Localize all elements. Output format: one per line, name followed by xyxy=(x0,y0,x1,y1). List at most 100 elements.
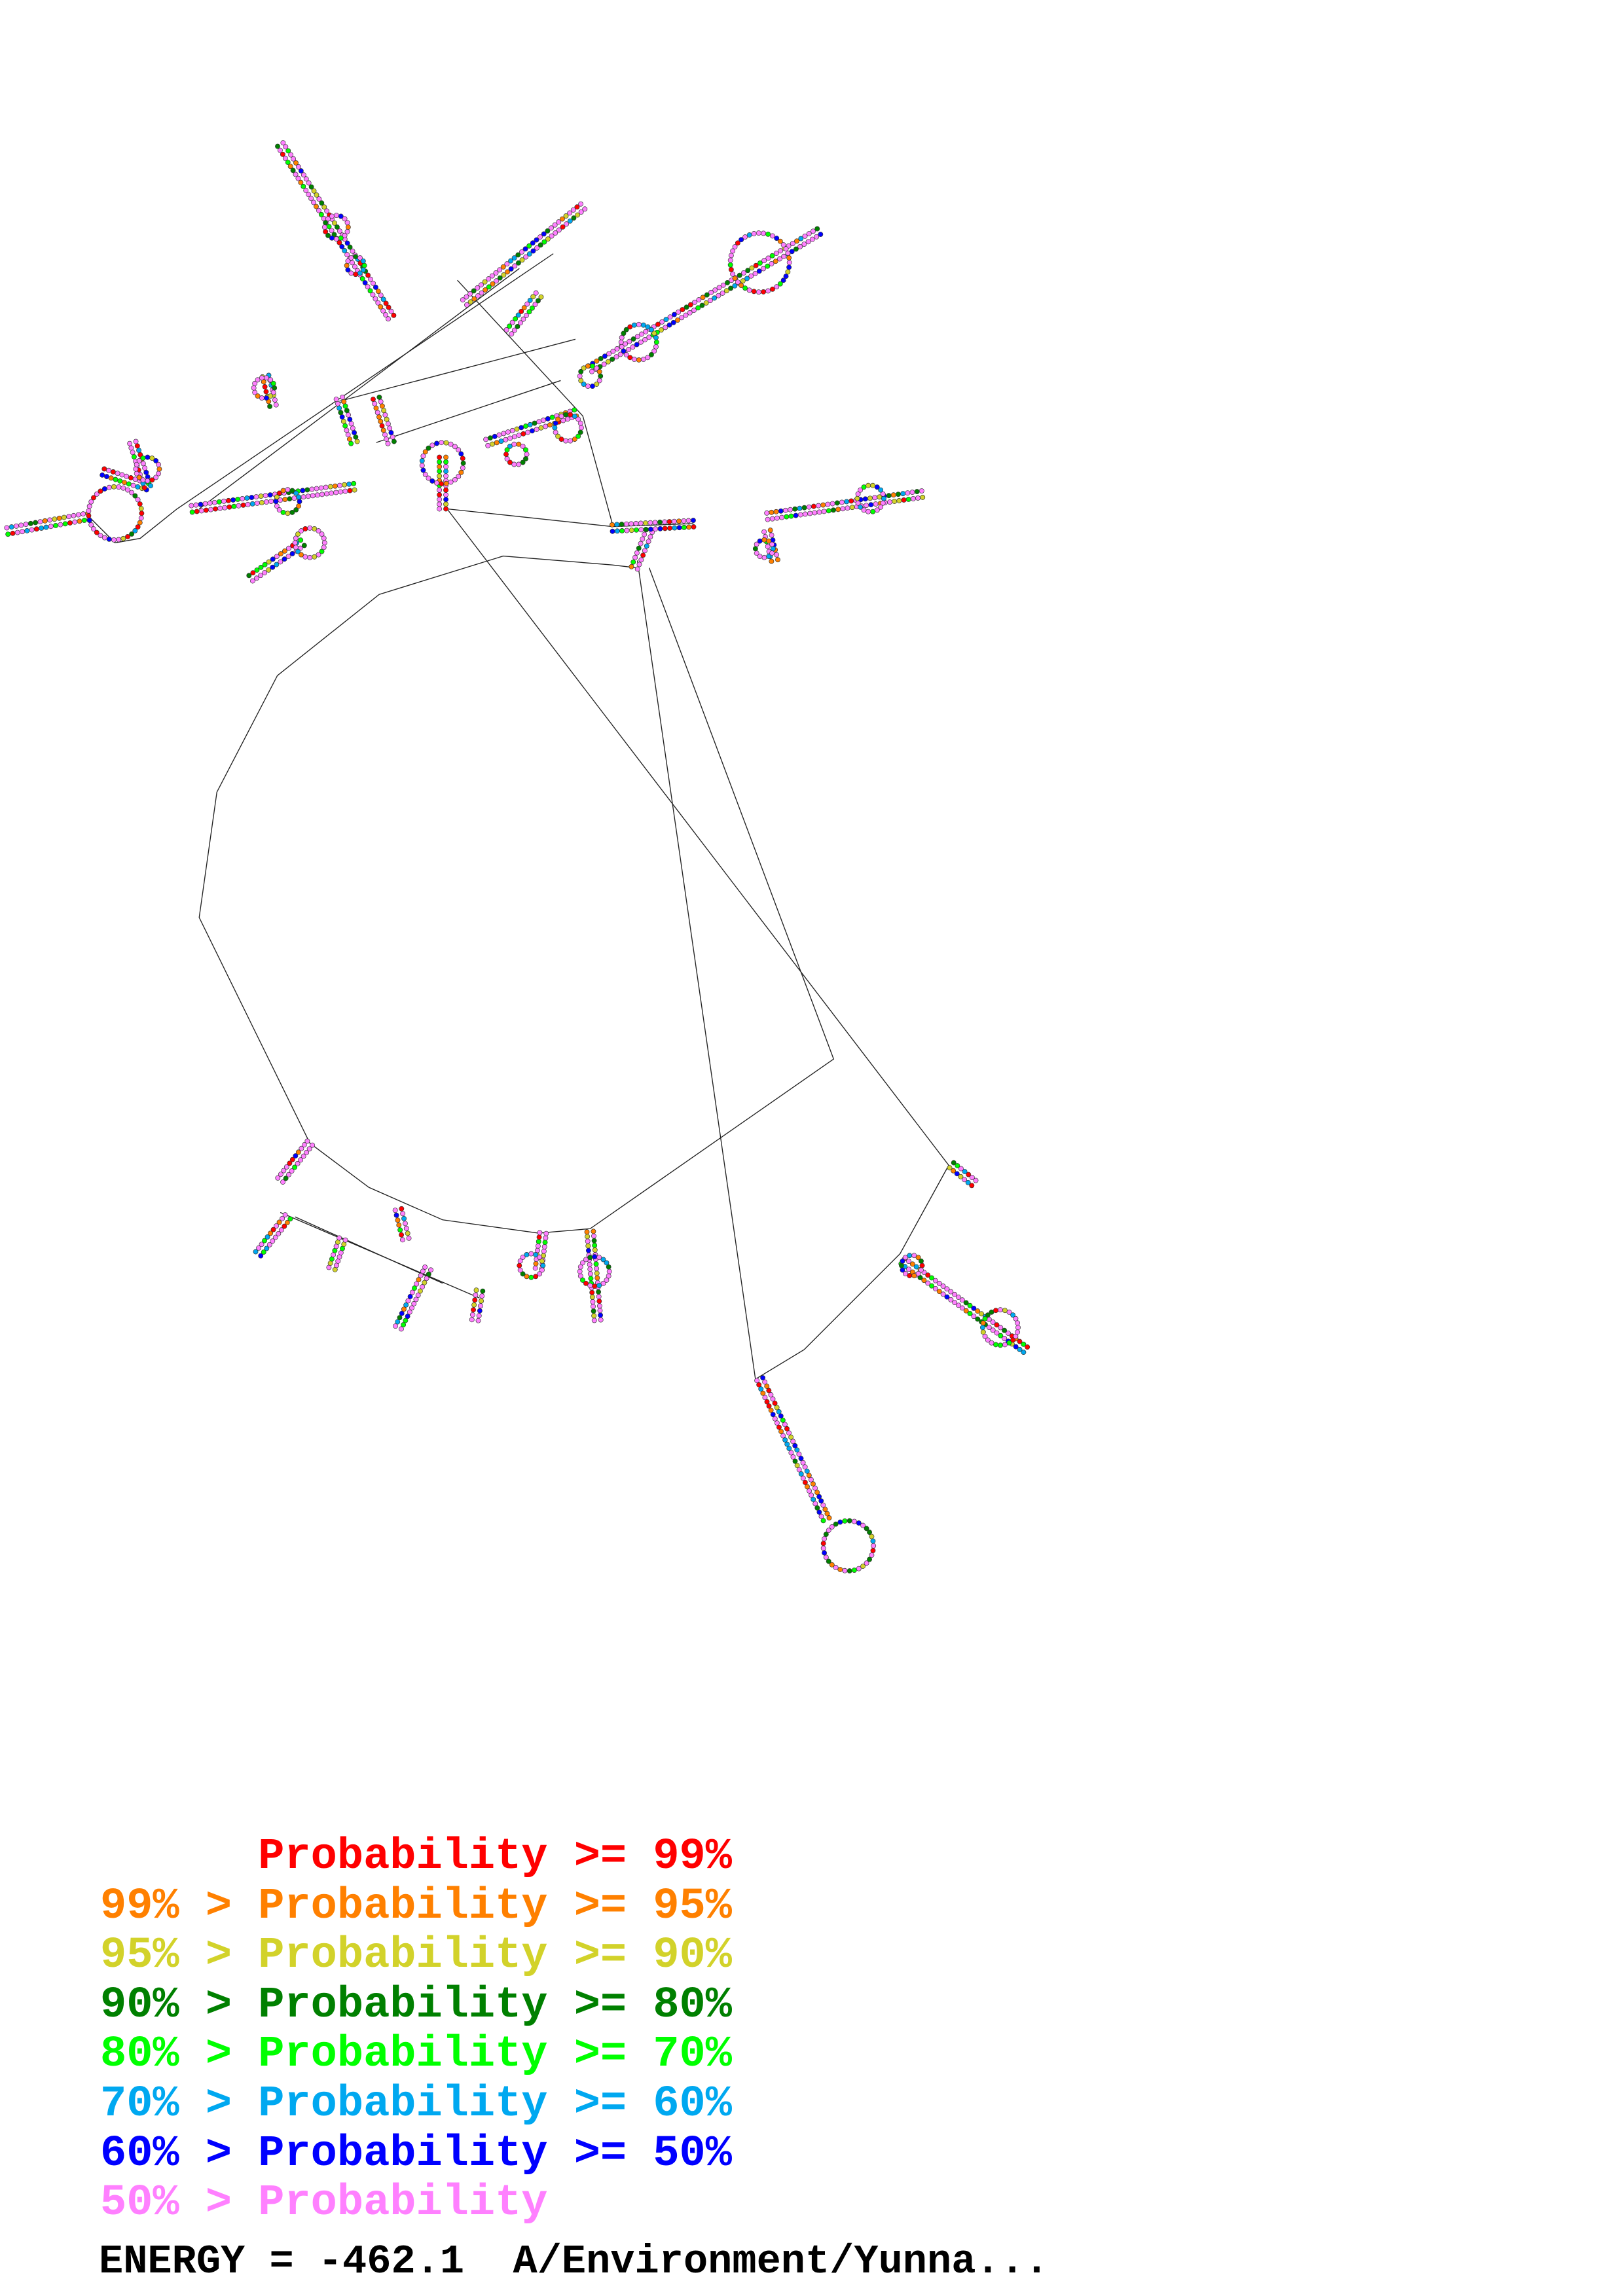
nucleotide xyxy=(405,1314,410,1319)
nucleotide xyxy=(412,1285,417,1291)
nucleotide xyxy=(989,1309,994,1315)
nucleotide xyxy=(592,1247,598,1253)
nucleotide xyxy=(653,526,659,532)
nucleotide xyxy=(651,331,657,336)
nucleotide xyxy=(610,357,615,362)
nucleotide xyxy=(285,160,291,166)
nucleotide xyxy=(794,1447,800,1453)
nucleotide xyxy=(591,1233,596,1239)
nucleotide xyxy=(742,285,748,291)
nucleotide xyxy=(784,1441,790,1447)
nucleotide xyxy=(627,355,633,361)
nucleotide xyxy=(667,314,673,320)
nucleotide xyxy=(276,1230,282,1236)
nucleotide xyxy=(460,456,465,461)
nucleotide xyxy=(587,1283,593,1289)
nucleotide xyxy=(380,427,386,433)
nucleotide xyxy=(325,216,331,222)
nucleotide xyxy=(752,546,758,552)
nucleotide xyxy=(944,1294,950,1300)
nucleotide xyxy=(583,1257,589,1263)
nucleotide xyxy=(851,1518,857,1524)
nucleotide xyxy=(327,484,333,490)
nucleotide xyxy=(643,527,649,532)
nucleotide xyxy=(811,228,816,234)
nucleotide xyxy=(311,188,317,194)
nucleotide xyxy=(860,1564,866,1569)
nucleotide xyxy=(443,464,448,469)
nucleotide xyxy=(788,513,794,519)
nucleotide xyxy=(676,518,682,524)
nucleotide xyxy=(578,201,584,207)
nucleotide xyxy=(704,292,710,298)
nucleotide xyxy=(274,494,280,500)
nucleotide xyxy=(864,503,869,509)
nucleotide xyxy=(777,281,783,287)
nucleotide xyxy=(424,1276,429,1282)
nucleotide xyxy=(515,323,520,329)
nucleotide xyxy=(371,397,376,402)
nucleotide xyxy=(283,144,289,150)
nucleotide xyxy=(397,1227,403,1233)
nucleotide xyxy=(998,1333,1004,1338)
nucleotide xyxy=(443,480,449,486)
nucleotide xyxy=(333,397,339,402)
nucleotide xyxy=(338,213,344,219)
nucleotide xyxy=(816,1509,822,1515)
nucleotide xyxy=(292,1164,298,1170)
backbone-line xyxy=(295,1216,443,1284)
nucleotide xyxy=(395,1217,401,1223)
nucleotide xyxy=(596,1283,602,1289)
nucleotide xyxy=(798,236,804,242)
nucleotide xyxy=(833,1521,839,1527)
nucleotide xyxy=(494,278,500,284)
nucleotide xyxy=(280,1179,286,1185)
nucleotide xyxy=(587,1255,593,1261)
nucleotide xyxy=(790,1439,796,1444)
nucleotide xyxy=(764,1399,770,1405)
nucleotide xyxy=(874,484,880,490)
nucleotide xyxy=(585,1243,591,1249)
nucleotide xyxy=(761,529,767,535)
nucleotide xyxy=(264,1246,270,1251)
nucleotide xyxy=(86,518,92,524)
nucleotide xyxy=(757,554,763,560)
nucleotide xyxy=(509,427,515,433)
nucleotide xyxy=(818,1498,824,1504)
nucleotide xyxy=(156,466,162,472)
nucleotide xyxy=(868,502,874,508)
nucleotide xyxy=(567,210,573,216)
nucleotide xyxy=(515,252,521,258)
nucleotide xyxy=(133,466,139,472)
nucleotide xyxy=(990,1327,996,1333)
nucleotide xyxy=(116,484,122,490)
nucleotide xyxy=(811,1496,816,1502)
nucleotide xyxy=(649,352,654,357)
nucleotide xyxy=(88,499,94,505)
nucleotide xyxy=(345,224,351,230)
nucleotide xyxy=(735,240,740,246)
nucleotide xyxy=(596,1294,602,1299)
nucleotide xyxy=(593,1261,599,1267)
nucleotide xyxy=(774,515,780,521)
nucleotide xyxy=(426,445,431,451)
nucleotide xyxy=(594,365,600,371)
nucleotide xyxy=(881,495,886,501)
nucleotide xyxy=(776,1424,782,1430)
nucleotide xyxy=(316,528,321,534)
nucleotide xyxy=(896,492,901,497)
nucleotide xyxy=(752,271,758,276)
nucleotide xyxy=(820,1518,826,1524)
nucleotide xyxy=(631,357,637,362)
nucleotide xyxy=(485,442,491,448)
nucleotide xyxy=(880,500,886,506)
nucleotide xyxy=(286,545,291,551)
nucleotide xyxy=(323,229,329,234)
nucleotide xyxy=(323,220,329,226)
nucleotide xyxy=(809,1492,814,1498)
nucleotide xyxy=(520,443,526,449)
nucleotide xyxy=(805,239,811,245)
nucleotide xyxy=(278,1172,283,1177)
nucleotide xyxy=(647,520,653,526)
nucleotide xyxy=(460,297,465,303)
